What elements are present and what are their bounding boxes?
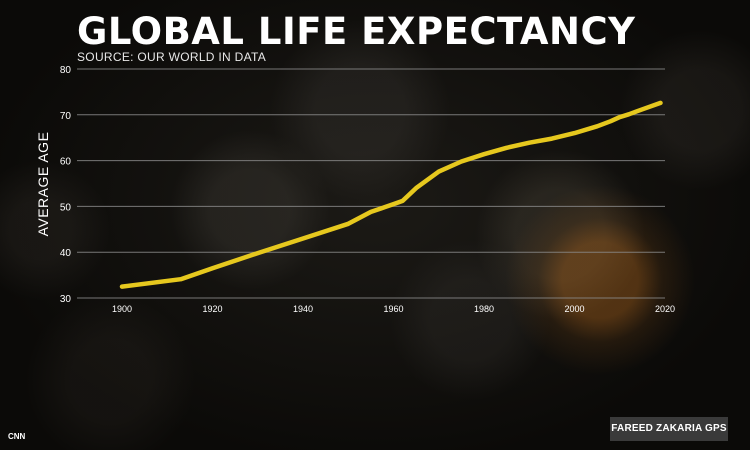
chart-title: GLOBAL LIFE EXPECTANCY	[77, 10, 636, 53]
x-tick-label-1960: 1960	[383, 304, 403, 314]
x-axis-ticks: 1900 1920 1940 1960 1980 2000 2020	[112, 304, 675, 314]
y-tick-label-60: 60	[60, 157, 72, 168]
y-tick-label-80: 80	[60, 65, 72, 76]
x-tick-label-1900: 1900	[112, 304, 132, 314]
chart-source: SOURCE: OUR WORLD IN DATA	[77, 50, 267, 64]
chart-gridlines	[77, 68, 665, 299]
y-axis-ticks: 30 40 50 60 70 80	[60, 65, 72, 305]
show-name-badge: FAREED ZAKARIA GPS	[610, 417, 728, 441]
x-tick-label-1920: 1920	[202, 304, 222, 314]
chart-series	[119, 100, 663, 289]
x-tick-label-1980: 1980	[474, 304, 494, 314]
y-tick-label-40: 40	[60, 248, 72, 259]
series-line-0	[119, 100, 663, 289]
x-tick-label-2020: 2020	[655, 304, 675, 314]
y-axis-label: AVERAGE AGE	[35, 132, 51, 237]
x-tick-label-1940: 1940	[293, 304, 313, 314]
y-tick-label-70: 70	[60, 111, 72, 122]
y-tick-label-50: 50	[60, 202, 72, 213]
network-logo: CNN	[8, 432, 26, 441]
x-tick-label-2000: 2000	[564, 304, 584, 314]
y-tick-label-30: 30	[60, 294, 72, 305]
